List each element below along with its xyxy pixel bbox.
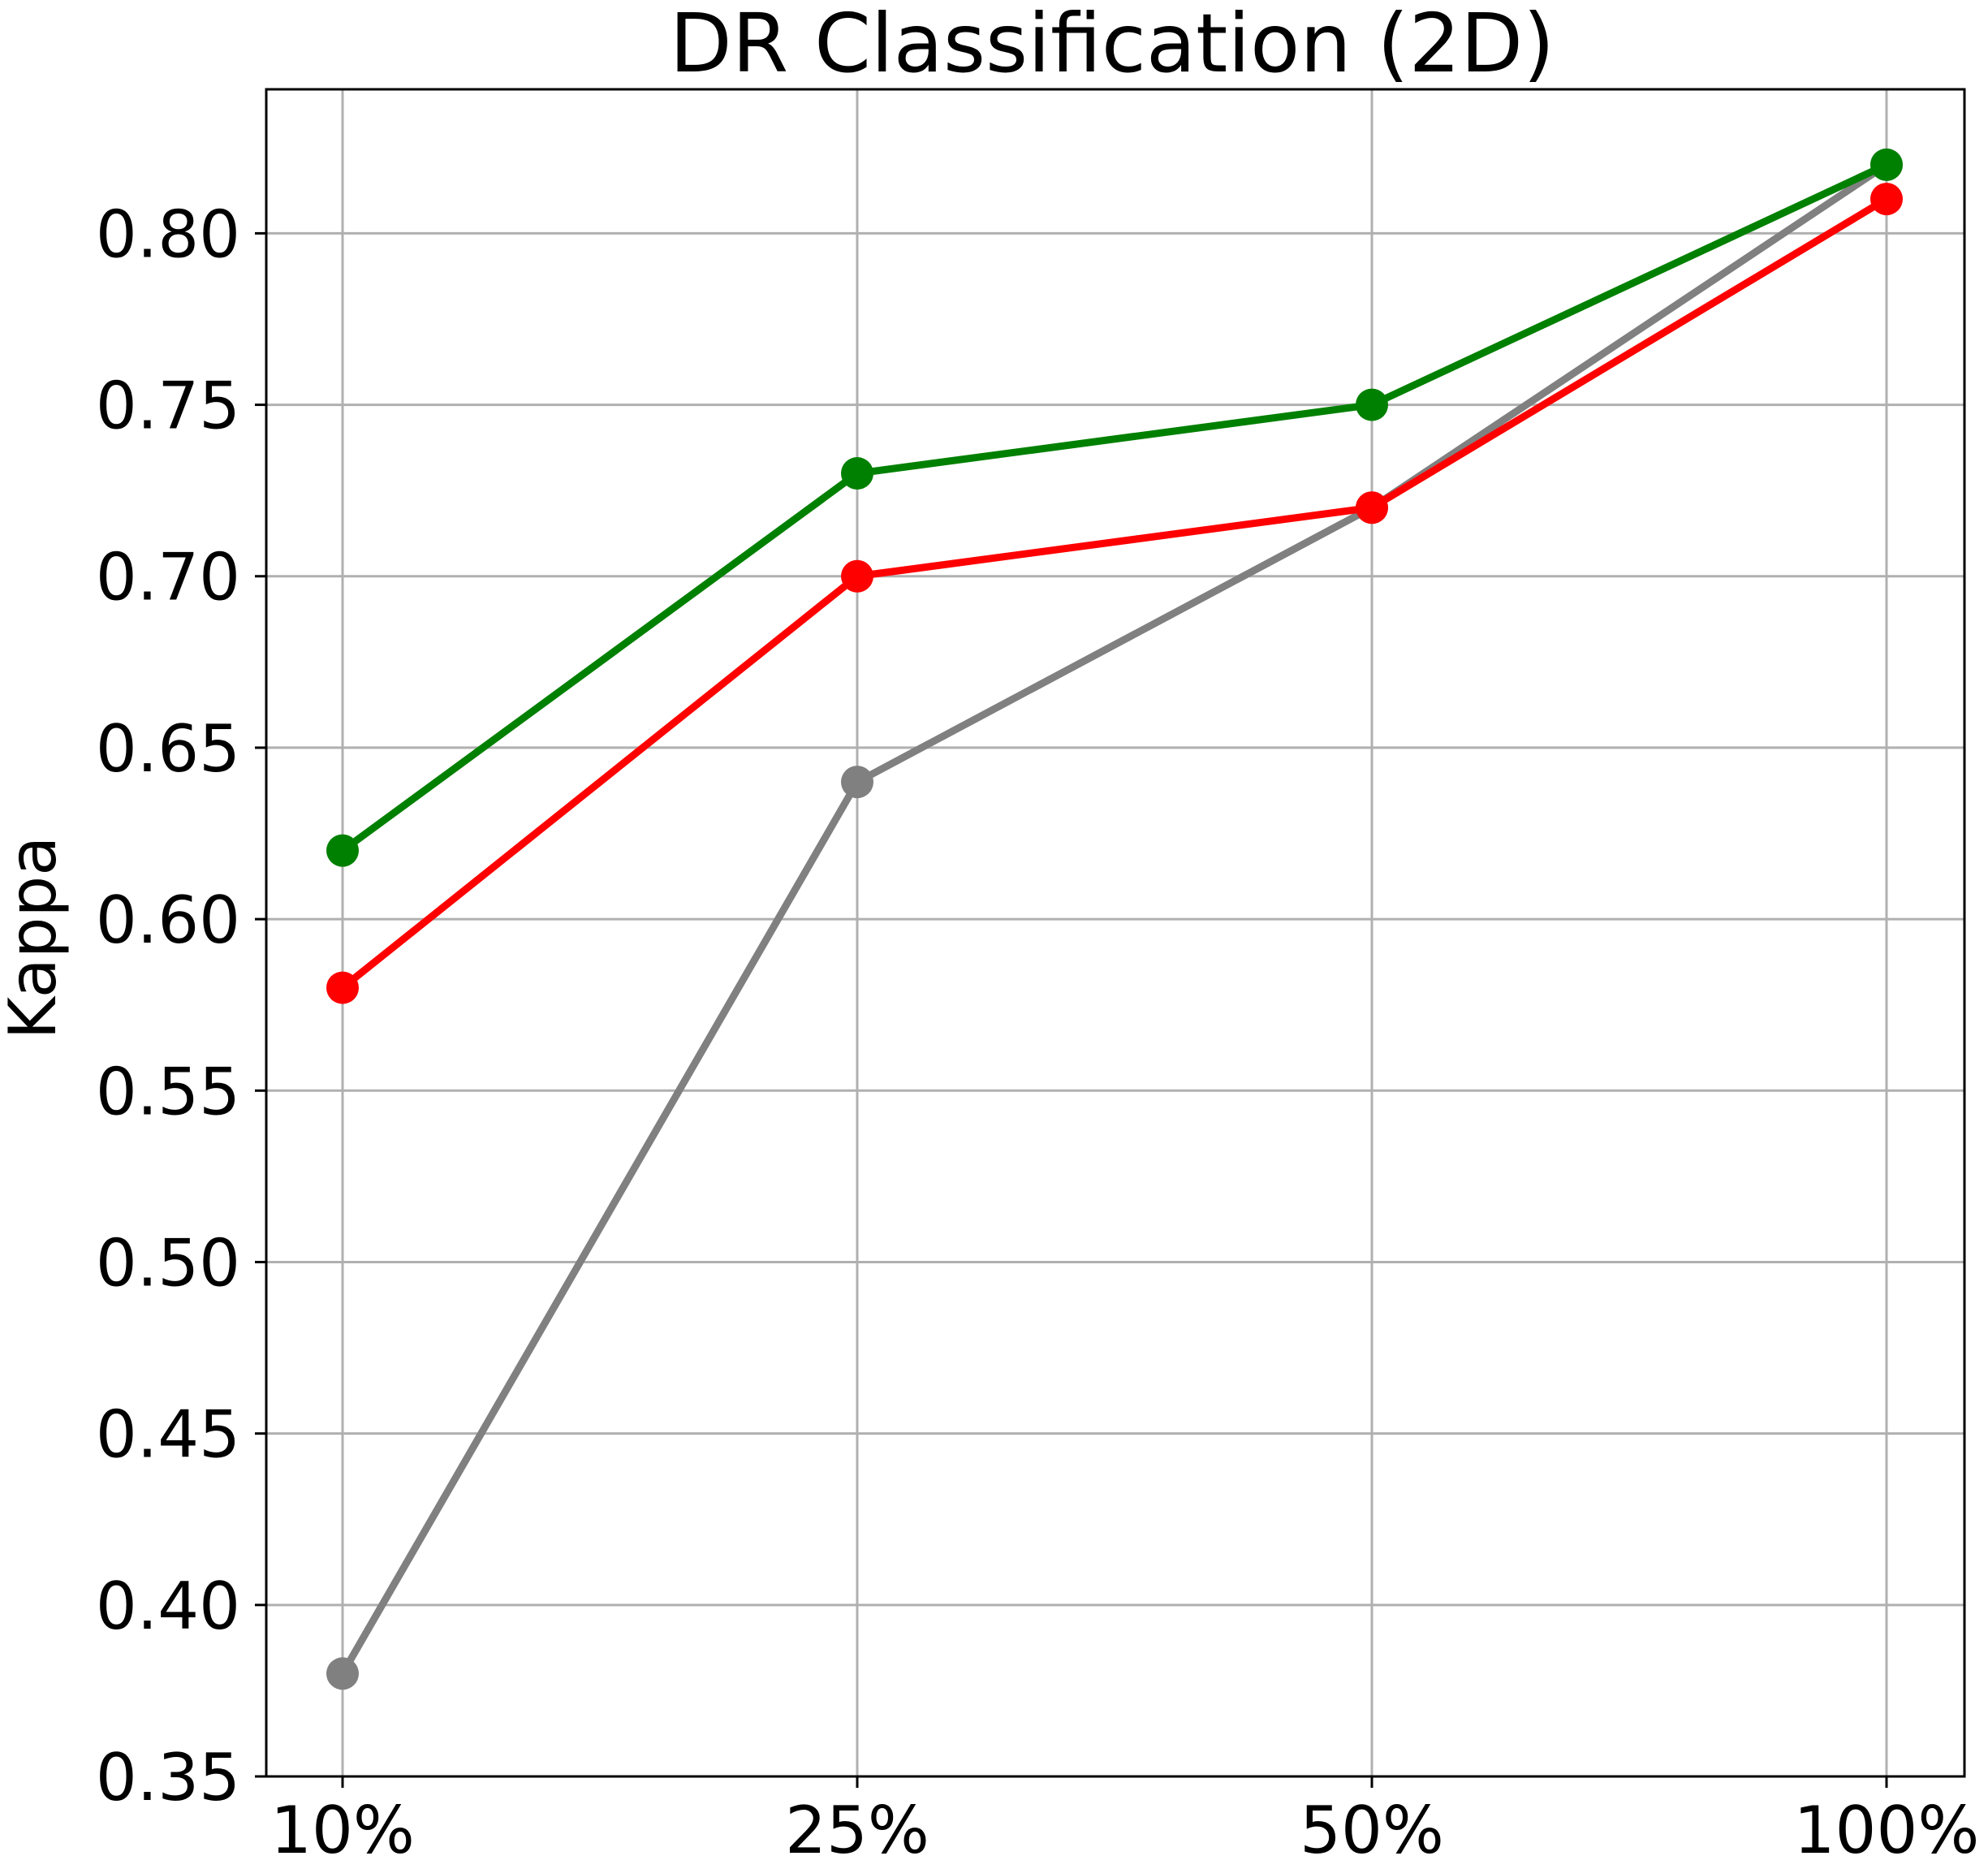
data-point (1356, 491, 1388, 524)
y-axis-label: Kappa (0, 836, 71, 1040)
grid (266, 89, 1964, 1778)
x-axis-ticks: 10% 25% 50% 100% (270, 1776, 1979, 1856)
x-tick-label: 50% (1300, 1793, 1444, 1856)
x-tick-label: 100% (1794, 1793, 1980, 1856)
data-point (326, 971, 359, 1004)
series-line (339, 161, 1891, 1677)
data-point (1870, 183, 1903, 216)
data-point (326, 834, 359, 867)
y-tick-label: 0.45 (96, 1397, 240, 1473)
x-tick-label: 10% (270, 1793, 415, 1856)
plot-frame (265, 88, 1966, 1778)
y-tick-label: 0.70 (96, 540, 240, 615)
y-tick-label: 0.75 (96, 369, 240, 444)
data-point (1870, 148, 1903, 181)
x-tick-label: 25% (785, 1793, 929, 1856)
y-tick-label: 0.55 (96, 1054, 240, 1129)
series-1 (326, 183, 1903, 1004)
series-group (326, 148, 1903, 1690)
y-tick-label: 0.40 (96, 1569, 240, 1644)
data-point (1356, 388, 1388, 421)
data-point (841, 559, 873, 593)
data-point (326, 1657, 359, 1690)
data-point (841, 766, 873, 799)
data-point (841, 457, 873, 490)
y-tick-label: 0.60 (96, 883, 240, 958)
series-line (339, 161, 1891, 855)
series-2 (326, 148, 1903, 867)
y-tick-label: 0.35 (96, 1740, 240, 1815)
y-axis-ticks: 0.35 0.40 0.45 0.50 0.55 0.60 0.65 0.70 0.75 0.80 (96, 196, 266, 1815)
series-line (339, 195, 1891, 992)
y-tick-label: 0.65 (96, 711, 240, 787)
y-tick-label: 0.80 (96, 196, 240, 272)
chart-title: DR Classification (2D) (670, 0, 1555, 91)
y-tick-label: 0.50 (96, 1225, 240, 1301)
